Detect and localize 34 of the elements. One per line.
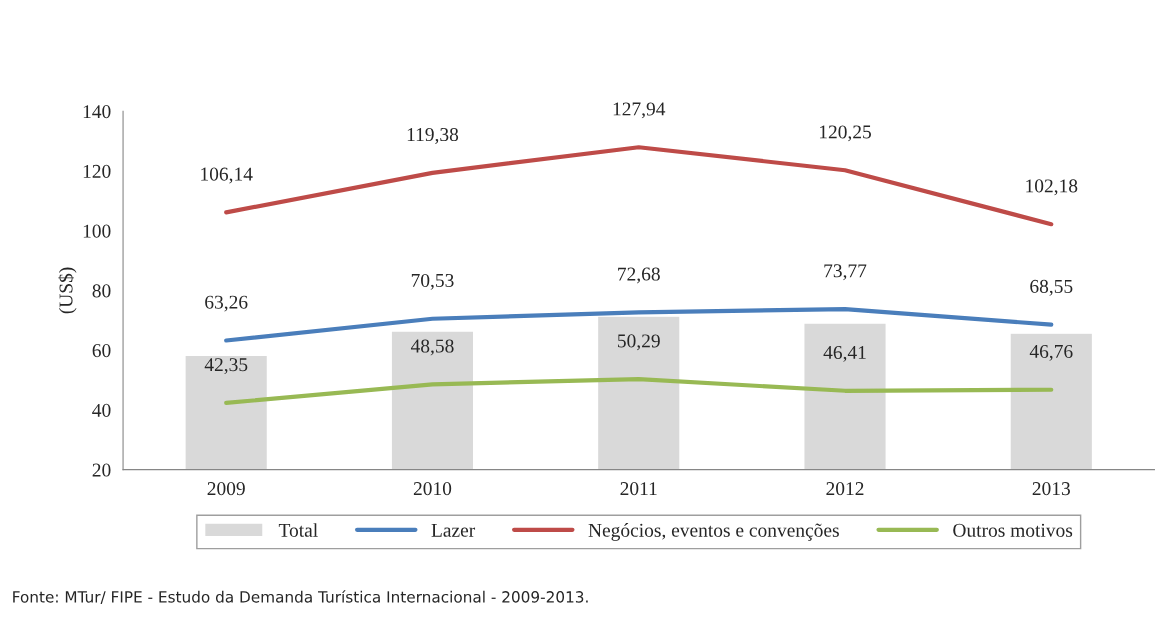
data-label: 102,18 — [1026, 179, 1078, 196]
data-label: 46,41 — [823, 346, 866, 362]
data-label: 50,29 — [618, 334, 660, 351]
data-label: 63,26 — [205, 295, 248, 312]
y-tick-label: 120 — [83, 164, 111, 178]
legend-label: Outros motivos — [953, 523, 1073, 537]
y-tick-label: 20 — [92, 463, 111, 477]
legend-label: Total — [278, 523, 318, 537]
data-label: 127,94 — [613, 102, 666, 119]
y-tick-label: 40 — [92, 403, 111, 417]
y-axis-title: (US$) — [58, 267, 77, 314]
legend-label: Lazer — [431, 523, 476, 537]
data-label: 73,77 — [824, 264, 867, 281]
data-label: 42,35 — [204, 358, 248, 374]
y-tick-label: 100 — [83, 224, 111, 238]
data-label: 70,53 — [411, 273, 454, 290]
y-tick-label: 60 — [92, 344, 111, 358]
data-label: 106,14 — [201, 167, 253, 184]
x-tick-label: 2011 — [620, 482, 657, 496]
data-label: 120,25 — [819, 125, 871, 142]
line-series — [224, 377, 1054, 406]
x-tick-label: 2013 — [1032, 482, 1070, 496]
data-label: 48,58 — [410, 339, 454, 356]
legend-label: Negócios, eventos e convenções — [588, 523, 839, 541]
data-label: 72,68 — [618, 267, 660, 284]
y-tick-label: 140 — [83, 105, 111, 119]
y-tick-label: 80 — [92, 284, 111, 298]
x-tick-label: 2010 — [413, 482, 452, 496]
data-label: 119,38 — [407, 127, 459, 144]
x-tick-label: 2009 — [207, 482, 245, 496]
data-label: 46,76 — [1029, 344, 1073, 361]
data-label: 68,55 — [1030, 279, 1073, 296]
source-note: Fonte: MTur/ FIPE - Estudo da Demanda Turística Internacional - 2009-2013. — [13, 590, 588, 604]
x-tick-label: 2012 — [826, 482, 864, 496]
